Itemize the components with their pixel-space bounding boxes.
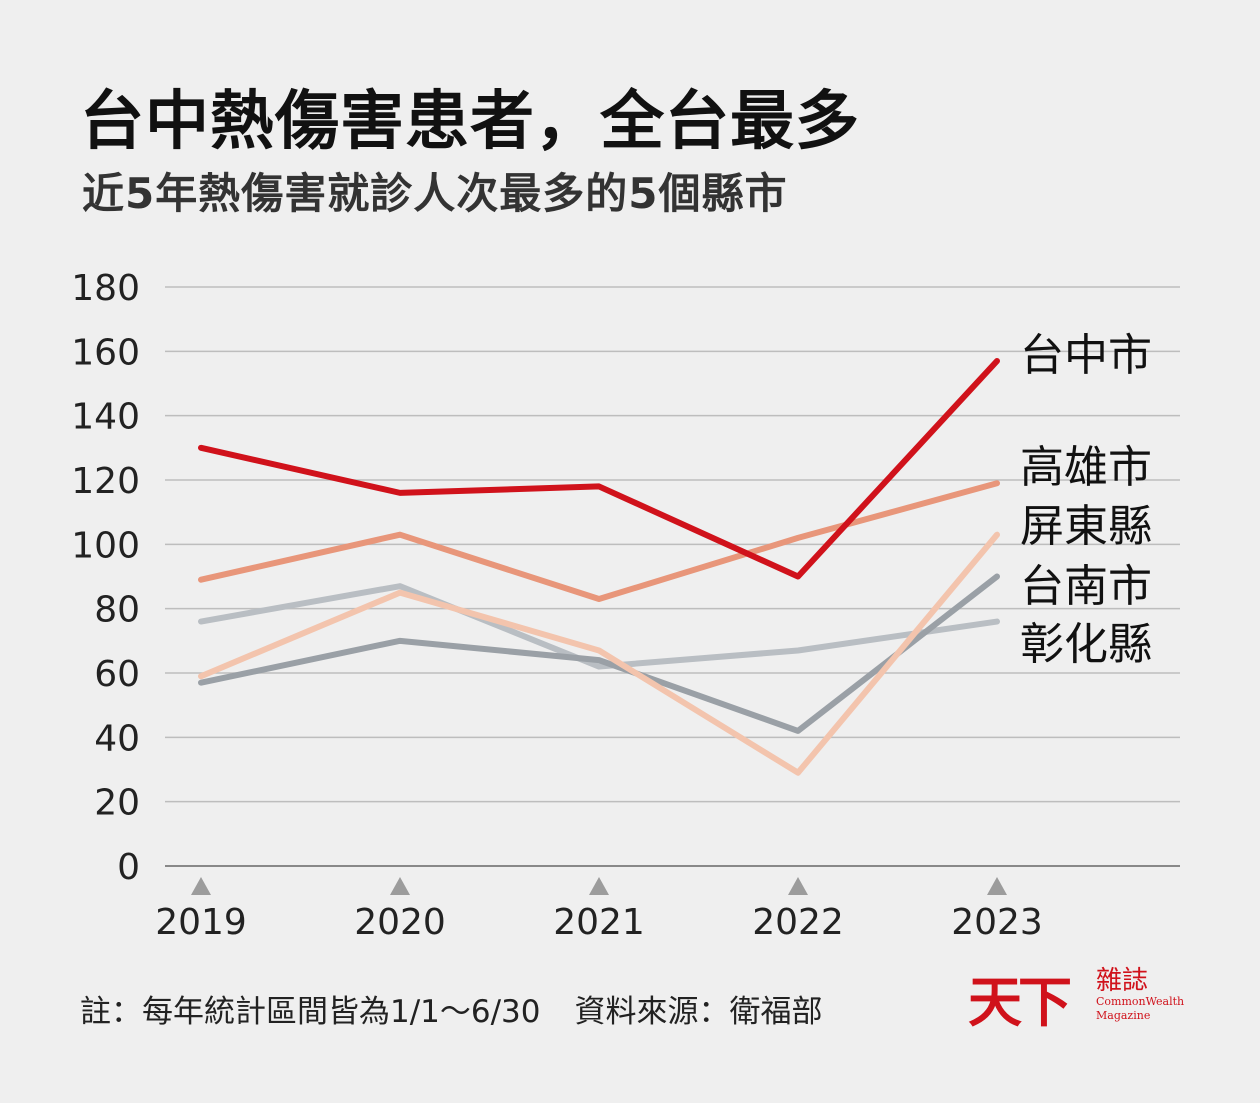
y-tick-40: 40 <box>94 718 140 759</box>
logo-en-line1: CommonWealth <box>1096 995 1185 1008</box>
y-tick-100: 100 <box>71 525 140 566</box>
x-tick-marker-2019 <box>191 877 211 895</box>
legend-label-彰化縣: 彰化縣 <box>1020 619 1152 670</box>
series-line-台南市 <box>198 573 1000 734</box>
y-tick-140: 140 <box>71 397 140 438</box>
x-axis-ticks: 2019 2020 2021 2022 2023 <box>155 877 1043 943</box>
source-text: 資料來源：衛福部 <box>574 994 823 1030</box>
x-tick-marker-2022 <box>788 877 808 895</box>
logo-en-line2: Magazine <box>1096 1009 1151 1022</box>
legend-label-高雄市: 高雄市 <box>1020 442 1152 493</box>
legend-label-屏東縣: 屏東縣 <box>1020 501 1152 552</box>
chart-subtitle: 近5年熱傷害就診人次最多的5個縣市 <box>82 169 788 218</box>
series-lines <box>198 357 1000 776</box>
y-tick-20: 20 <box>94 783 140 824</box>
gridlines <box>165 286 1180 867</box>
x-tick-2023: 2023 <box>951 902 1043 943</box>
y-tick-120: 120 <box>71 461 140 502</box>
series-line-彰化縣 <box>198 583 1000 670</box>
y-tick-180: 180 <box>71 268 140 309</box>
chart-title: 台中熱傷害患者，全台最多 <box>80 85 860 159</box>
x-tick-marker-2020 <box>390 877 410 895</box>
series-line-高雄市 <box>198 480 1000 603</box>
y-tick-60: 60 <box>94 654 140 695</box>
logo-brand: 天下 <box>968 970 1072 1034</box>
x-tick-2020: 2020 <box>354 902 446 943</box>
y-tick-80: 80 <box>94 590 140 631</box>
x-tick-2019: 2019 <box>155 902 247 943</box>
x-tick-marker-2021 <box>589 877 609 895</box>
legend-label-台中市: 台中市 <box>1020 330 1152 381</box>
x-tick-2022: 2022 <box>752 902 844 943</box>
y-tick-0: 0 <box>117 847 140 888</box>
series-line-屏東縣 <box>198 531 1000 776</box>
commonwealth-logo: 天下 雜誌 CommonWealth Magazine <box>968 958 1188 1034</box>
x-tick-2021: 2021 <box>553 902 645 943</box>
legend-label-台南市: 台南市 <box>1020 561 1152 612</box>
x-tick-marker-2023 <box>987 877 1007 895</box>
y-axis-ticks: 0 20 40 60 80 100 120 140 160 180 <box>71 268 140 888</box>
footnote: 註：每年統計區間皆為1/1～6/30 資料來源：衛福部 <box>80 986 823 1031</box>
note-text: 註：每年統計區間皆為1/1～6/30 <box>80 994 541 1030</box>
y-tick-160: 160 <box>71 332 140 373</box>
series-line-台中市 <box>198 357 1000 580</box>
logo-mag: 雜誌 <box>1096 966 1149 996</box>
